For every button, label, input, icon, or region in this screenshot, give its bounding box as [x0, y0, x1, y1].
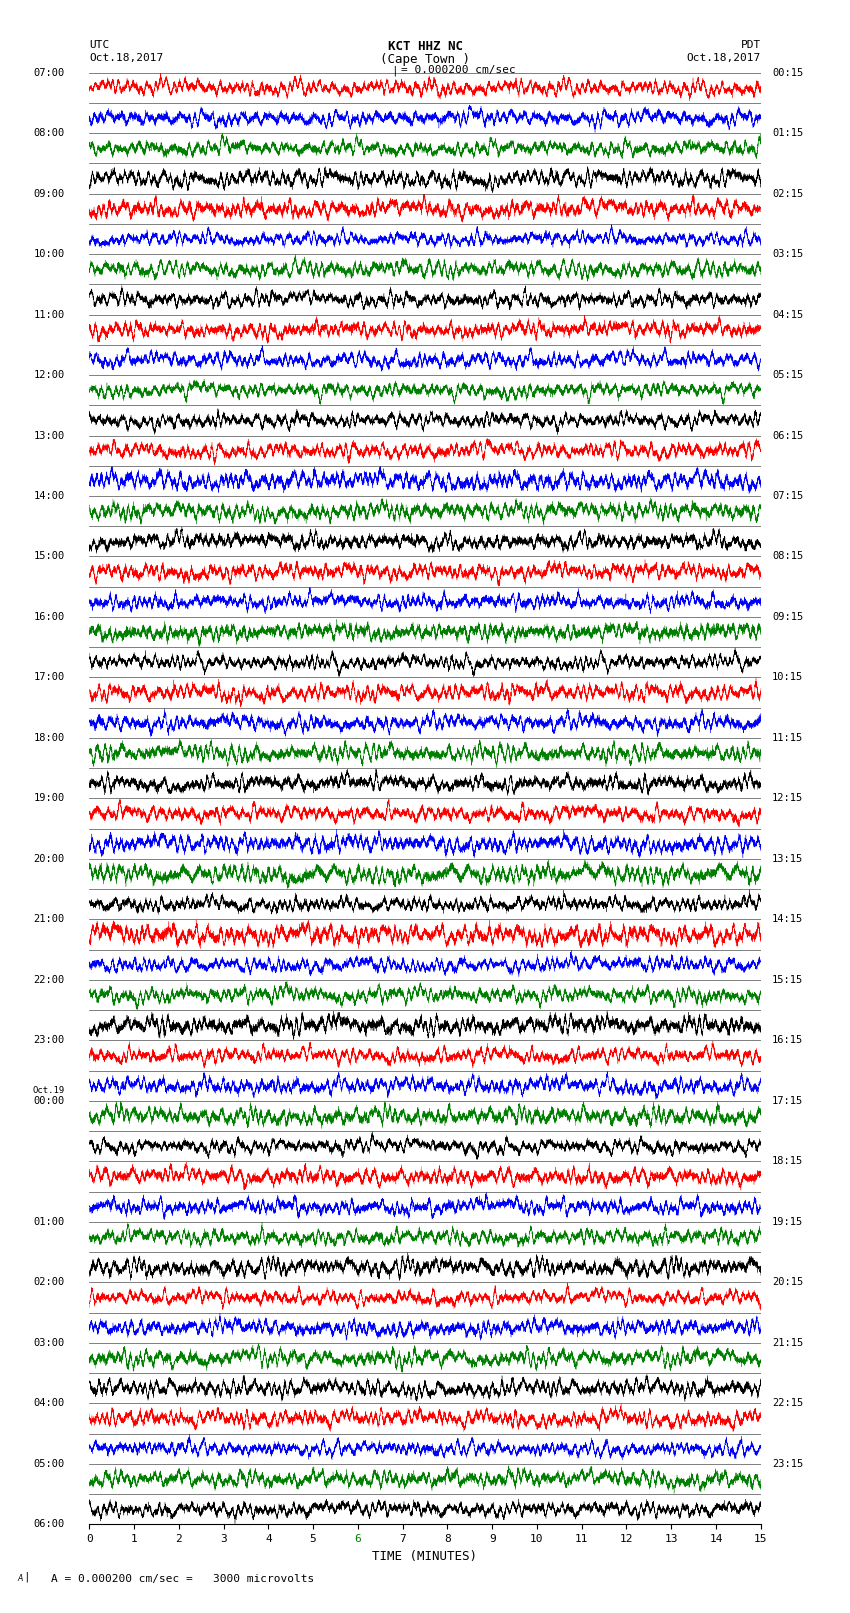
Text: 14:00: 14:00	[33, 490, 65, 502]
Text: 17:15: 17:15	[772, 1095, 803, 1107]
Text: 04:15: 04:15	[772, 310, 803, 319]
Text: PDT: PDT	[740, 40, 761, 50]
Text: 00:00: 00:00	[33, 1095, 65, 1107]
Text: 02:00: 02:00	[33, 1277, 65, 1287]
Text: 22:00: 22:00	[33, 974, 65, 986]
Text: 12:00: 12:00	[33, 369, 65, 381]
Text: A = 0.000200 cm/sec =   3000 microvolts: A = 0.000200 cm/sec = 3000 microvolts	[51, 1574, 314, 1584]
Text: 16:15: 16:15	[772, 1036, 803, 1045]
Text: 12:15: 12:15	[772, 794, 803, 803]
Text: 18:00: 18:00	[33, 732, 65, 744]
Text: 09:00: 09:00	[33, 189, 65, 198]
Text: 14:15: 14:15	[772, 915, 803, 924]
Text: 23:15: 23:15	[772, 1458, 803, 1469]
Text: 20:15: 20:15	[772, 1277, 803, 1287]
Text: 21:15: 21:15	[772, 1337, 803, 1348]
Text: |: |	[391, 65, 398, 76]
Text: = 0.000200 cm/sec: = 0.000200 cm/sec	[401, 65, 516, 76]
X-axis label: TIME (MINUTES): TIME (MINUTES)	[372, 1550, 478, 1563]
Text: 23:00: 23:00	[33, 1036, 65, 1045]
Text: KCT HHZ NC: KCT HHZ NC	[388, 40, 462, 53]
Text: 02:15: 02:15	[772, 189, 803, 198]
Text: $_A$|: $_A$|	[17, 1569, 29, 1584]
Text: 04:00: 04:00	[33, 1398, 65, 1408]
Text: 18:15: 18:15	[772, 1157, 803, 1166]
Text: 08:15: 08:15	[772, 552, 803, 561]
Text: 06:15: 06:15	[772, 431, 803, 440]
Text: 05:15: 05:15	[772, 369, 803, 381]
Text: 21:00: 21:00	[33, 915, 65, 924]
Text: 05:00: 05:00	[33, 1458, 65, 1469]
Text: (Cape Town ): (Cape Town )	[380, 53, 470, 66]
Text: 03:15: 03:15	[772, 248, 803, 260]
Text: Oct.18,2017: Oct.18,2017	[687, 53, 761, 63]
Text: 13:15: 13:15	[772, 853, 803, 865]
Text: 10:15: 10:15	[772, 673, 803, 682]
Text: 19:15: 19:15	[772, 1216, 803, 1227]
Text: UTC: UTC	[89, 40, 110, 50]
Text: 00:15: 00:15	[772, 68, 803, 77]
Text: 15:00: 15:00	[33, 552, 65, 561]
Text: 15:15: 15:15	[772, 974, 803, 986]
Text: 11:00: 11:00	[33, 310, 65, 319]
Text: 03:00: 03:00	[33, 1337, 65, 1348]
Text: 17:00: 17:00	[33, 673, 65, 682]
Text: 20:00: 20:00	[33, 853, 65, 865]
Text: Oct.19: Oct.19	[32, 1086, 65, 1095]
Text: 19:00: 19:00	[33, 794, 65, 803]
Text: 22:15: 22:15	[772, 1398, 803, 1408]
Text: 07:00: 07:00	[33, 68, 65, 77]
Text: Oct.18,2017: Oct.18,2017	[89, 53, 163, 63]
Text: 07:15: 07:15	[772, 490, 803, 502]
Text: 11:15: 11:15	[772, 732, 803, 744]
Text: 01:00: 01:00	[33, 1216, 65, 1227]
Text: 10:00: 10:00	[33, 248, 65, 260]
Text: 08:00: 08:00	[33, 127, 65, 139]
Text: 13:00: 13:00	[33, 431, 65, 440]
Text: 16:00: 16:00	[33, 611, 65, 623]
Text: 09:15: 09:15	[772, 611, 803, 623]
Text: 06:00: 06:00	[33, 1519, 65, 1529]
Text: 01:15: 01:15	[772, 127, 803, 139]
